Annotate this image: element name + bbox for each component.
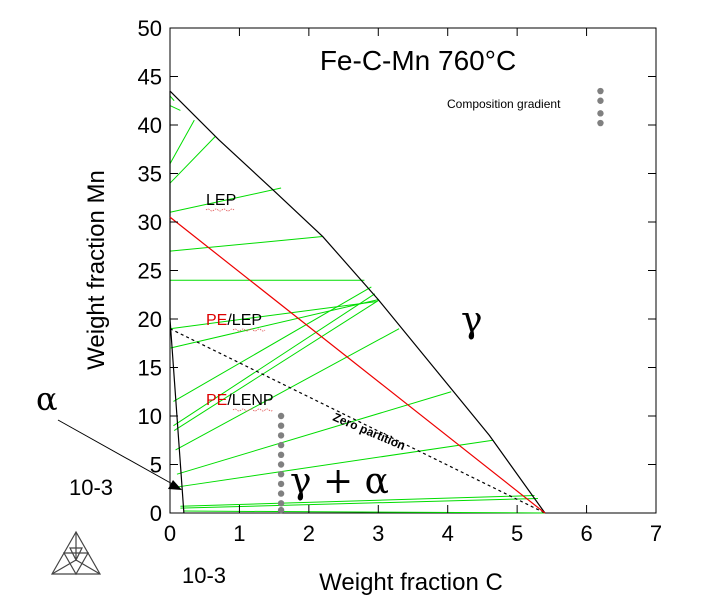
tie-line xyxy=(169,301,377,330)
pe-line-line xyxy=(169,216,546,514)
y-tick-label: 45 xyxy=(138,65,162,90)
gradient-dot xyxy=(277,461,285,468)
label-pe-lenp-pe: PE xyxy=(206,392,227,409)
tie-line xyxy=(178,439,493,488)
label-lep: LEP xyxy=(206,192,236,209)
tie-line xyxy=(183,510,545,514)
tie-line xyxy=(169,105,181,111)
y-tick-label: 25 xyxy=(138,259,162,284)
tie-line xyxy=(175,328,400,451)
label-gamma-alpha: γ + α xyxy=(290,461,389,502)
gradient-dot xyxy=(277,471,285,478)
zero-partition-line xyxy=(169,328,546,514)
y-tick-label: 15 xyxy=(138,356,162,381)
tie-line xyxy=(169,136,216,184)
label-pe-lep-pe: PE xyxy=(206,312,227,329)
plot-frame xyxy=(169,27,657,514)
x-tick-label: 7 xyxy=(650,521,662,546)
x-scale-label: 10-3 xyxy=(182,563,226,588)
gradient-dot xyxy=(277,490,285,497)
gradient-dot xyxy=(277,451,285,458)
x-tick-label: 6 xyxy=(580,521,592,546)
composition-gradient-dots xyxy=(277,87,604,514)
y-tick-label: 20 xyxy=(138,307,162,332)
tie-line xyxy=(169,187,282,213)
gamma-boundary-line xyxy=(169,90,546,514)
y-tick-label: 10 xyxy=(138,404,162,429)
label-pe-lep-rest: /LEP xyxy=(227,312,262,329)
tie-line xyxy=(169,95,175,102)
tie-lines xyxy=(169,95,545,514)
alpha-arrow-head xyxy=(168,480,182,490)
y-tick-label: 30 xyxy=(138,210,162,235)
tie-line xyxy=(169,119,195,165)
y-axis-title: Weight fraction Mn xyxy=(83,170,110,370)
y-tick-label: 0 xyxy=(150,501,162,526)
tie-line xyxy=(169,236,323,252)
tie-line xyxy=(173,300,379,431)
spellcheck-underline xyxy=(232,328,266,332)
x-tick-label: 5 xyxy=(511,521,523,546)
y-tick-label: 35 xyxy=(138,162,162,187)
tie-line xyxy=(173,286,372,402)
x-tick-label: 1 xyxy=(233,521,245,546)
tie-line xyxy=(169,299,379,349)
y-tick-label: 5 xyxy=(150,453,162,478)
tie-line xyxy=(180,497,538,509)
tie-line xyxy=(176,391,452,475)
label-composition-gradient: Composition gradient xyxy=(447,97,561,111)
thermocalc-logo xyxy=(50,530,102,576)
y-tick-label: 40 xyxy=(138,113,162,138)
gradient-dot xyxy=(277,500,285,507)
x-tick-label: 3 xyxy=(372,521,384,546)
alpha-arrow-line xyxy=(57,419,177,487)
label-pe-lep: PE/LEP xyxy=(206,312,262,329)
gradient-dot xyxy=(277,432,285,439)
phase-lines xyxy=(169,90,546,514)
gradient-dot xyxy=(597,110,604,117)
label-pe-lenp-rest: /LENP xyxy=(227,392,273,409)
gradient-dot xyxy=(277,480,285,488)
tie-line xyxy=(173,293,376,427)
spellcheck-underline xyxy=(232,408,274,412)
gradient-dot xyxy=(597,119,604,127)
y-scale-label: 10-3 xyxy=(69,475,113,500)
label-gamma: γ xyxy=(461,300,483,341)
x-tick-label: 2 xyxy=(303,521,315,546)
spellcheck-underline xyxy=(205,208,235,212)
gradient-dot xyxy=(277,422,285,429)
label-pe-lenp: PE/LENP xyxy=(206,392,274,409)
y-tick-label: 50 xyxy=(138,16,162,41)
alpha-boundary-line xyxy=(169,91,185,514)
gradient-dot xyxy=(277,506,285,514)
label-alpha: α xyxy=(36,380,58,418)
chart-title: Fe-C-Mn 760°C xyxy=(320,45,516,76)
gradient-dot xyxy=(597,87,604,95)
x-tick-label: 4 xyxy=(442,521,454,546)
gradient-dot xyxy=(277,441,285,449)
tie-line xyxy=(180,495,535,507)
gradient-dot xyxy=(597,97,604,104)
x-axis-title: Weight fraction C xyxy=(319,569,503,596)
x-tick-label: 0 xyxy=(164,521,176,546)
gradient-dot xyxy=(277,412,285,420)
